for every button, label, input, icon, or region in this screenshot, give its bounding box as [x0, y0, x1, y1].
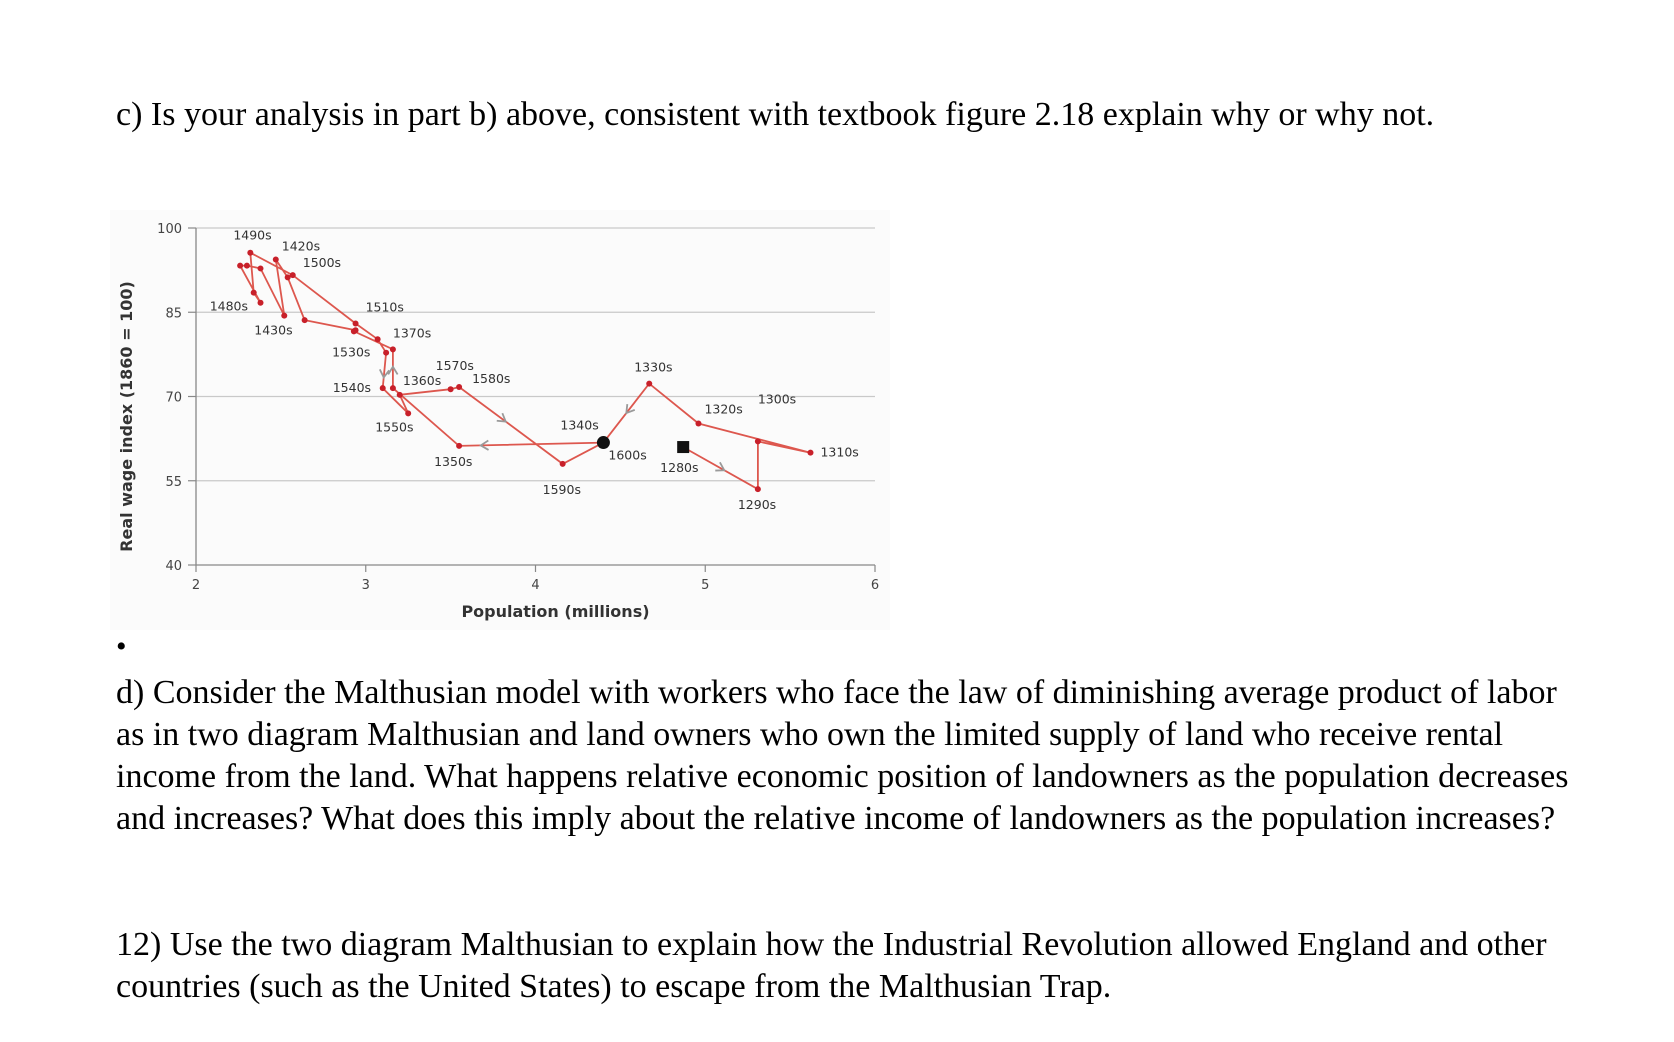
- data-point: [379, 385, 386, 392]
- data-point: [456, 383, 463, 390]
- data-point: [352, 320, 359, 327]
- direction-arrow-icon: [496, 412, 508, 423]
- direction-arrow-icon: [479, 439, 489, 451]
- direction-arrow-icon: [387, 365, 399, 375]
- point-label: 1590s: [543, 482, 581, 497]
- data-point: [389, 385, 396, 392]
- direction-arrow-icon: [625, 404, 636, 415]
- y-tick-label: 100: [157, 222, 182, 237]
- start-marker-square-icon: [677, 441, 690, 454]
- data-point: [374, 336, 381, 343]
- data-point: [559, 460, 566, 467]
- end-marker-circle-icon: [596, 436, 610, 450]
- point-label: 1290s: [738, 497, 776, 512]
- point-label: 1370s: [393, 325, 431, 340]
- data-point: [646, 380, 653, 387]
- point-label: 1480s: [210, 299, 248, 314]
- data-point: [383, 349, 390, 356]
- point-label: 1600s: [608, 448, 646, 463]
- data-point: [301, 317, 308, 324]
- point-label: 1330s: [634, 360, 672, 375]
- data-point: [754, 486, 761, 493]
- data-point: [695, 420, 702, 427]
- x-tick-label: 5: [701, 578, 709, 593]
- point-label: 1300s: [758, 391, 796, 406]
- point-label: 1570s: [436, 358, 474, 373]
- y-tick-label: 70: [165, 391, 182, 406]
- data-point: [247, 249, 254, 256]
- figure-2-18-chart: 40 55 70 85 100 2 3 4 5 6 Population (millions) Rea…: [110, 210, 890, 630]
- data-point: [257, 265, 264, 272]
- point-label: 1550s: [375, 419, 413, 434]
- data-point: [250, 289, 257, 296]
- bullet-marker: •: [116, 630, 127, 663]
- data-point: [243, 262, 250, 269]
- x-axis-title: Population (millions): [461, 602, 649, 621]
- question-12-text: 12) Use the two diagram Malthusian to ex…: [116, 926, 1547, 1005]
- data-point: [456, 442, 463, 449]
- data-point: [257, 299, 264, 306]
- y-axis-title: Real wage index (1860 = 100): [117, 281, 136, 552]
- point-label: 1430s: [254, 323, 292, 338]
- data-point: [284, 274, 291, 281]
- data-point: [807, 449, 814, 456]
- direction-arrow-icon: [378, 368, 390, 380]
- chart-canvas: 40 55 70 85 100 2 3 4 5 6 Population (millions) Rea…: [117, 222, 879, 621]
- direction-arrow-icon: [715, 461, 726, 472]
- point-label: 1360s: [403, 373, 441, 388]
- point-label: 1310s: [820, 445, 858, 460]
- point-label: 1320s: [704, 401, 742, 416]
- x-tick-label: 2: [192, 578, 200, 593]
- y-tick-label: 40: [165, 559, 182, 574]
- question-d-text: d) Consider the Malthusian model with wo…: [116, 674, 1569, 837]
- data-point: [237, 262, 244, 269]
- question-c-text: c) Is your analysis in part b) above, co…: [116, 96, 1435, 133]
- point-label: 1420s: [282, 238, 320, 253]
- x-tick-label: 3: [362, 578, 370, 593]
- point-label: 1580s: [472, 371, 510, 386]
- point-label: 1540s: [333, 380, 371, 395]
- x-tick-label: 6: [871, 578, 879, 593]
- y-tick-label: 55: [165, 475, 182, 490]
- data-point: [447, 386, 454, 393]
- data-point: [272, 256, 279, 263]
- x-tick-label: 4: [531, 578, 539, 593]
- point-label: 1530s: [332, 345, 370, 360]
- data-point: [289, 272, 296, 279]
- point-label: 1280s: [660, 460, 698, 475]
- data-point: [352, 327, 359, 334]
- point-label: 1510s: [366, 299, 404, 314]
- data-point: [389, 346, 396, 353]
- data-point: [405, 410, 412, 417]
- point-label: 1350s: [434, 454, 472, 469]
- data-point: [396, 391, 403, 398]
- data-point: [281, 312, 288, 319]
- data-line: [238, 251, 811, 491]
- data-point: [754, 438, 761, 445]
- point-label: 1500s: [303, 255, 341, 270]
- y-tick-label: 85: [165, 306, 182, 321]
- point-label: 1340s: [560, 418, 598, 433]
- point-label: 1490s: [233, 228, 271, 243]
